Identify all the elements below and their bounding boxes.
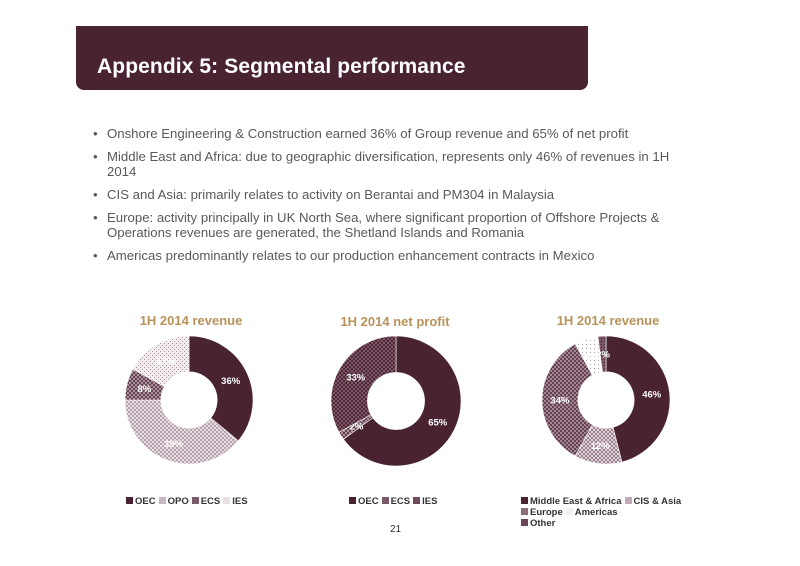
legend-swatch bbox=[565, 508, 573, 515]
legend-swatch bbox=[158, 497, 166, 504]
legend-item: Middle East & Africa bbox=[521, 496, 622, 507]
revenue-geography-donut: 46% 12% 34% 6%2% bbox=[541, 335, 671, 465]
donut-data-label: 2% bbox=[596, 350, 610, 361]
legend-item: ECS bbox=[381, 496, 411, 507]
legend-swatch bbox=[521, 519, 528, 526]
legend-label: OEC bbox=[135, 496, 156, 507]
legend-label: IES bbox=[232, 496, 248, 507]
bullet-item: • Onshore Engineering & Construction earn… bbox=[93, 126, 693, 141]
donut-data-label: 46% bbox=[642, 390, 662, 401]
donut-data-label: 39% bbox=[164, 439, 184, 450]
donut-data-label: 6% bbox=[585, 352, 599, 363]
legend-item: IES bbox=[223, 496, 248, 507]
bullet-dot: • bbox=[93, 149, 98, 164]
legend-item: IES bbox=[413, 496, 437, 507]
donut-data-label: 12% bbox=[591, 441, 611, 452]
bullet-text: Onshore Engineering & Construction earne… bbox=[107, 126, 629, 141]
donut-slice-middle-east-africa bbox=[605, 335, 671, 463]
legend-swatch bbox=[381, 497, 389, 504]
bullet-item: • Europe: activity principally in UK Nort… bbox=[93, 210, 693, 240]
legend-swatch bbox=[223, 497, 231, 504]
legend-label: Americas bbox=[574, 507, 618, 518]
donut-data-label: 65% bbox=[428, 418, 448, 429]
page-title: Appendix 5: Segmental performance bbox=[97, 55, 466, 78]
legend-swatch bbox=[624, 497, 632, 504]
bullet-text: Europe: activity principally in UK North… bbox=[107, 210, 660, 240]
chart-title-revenue-segments: 1H 2014 revenue bbox=[139, 313, 243, 328]
bullet-dot: • bbox=[93, 187, 98, 202]
bullet-text: CIS and Asia: primarily relates to activ… bbox=[107, 187, 555, 202]
legend-item: OEC bbox=[126, 496, 156, 507]
revenue-segments-donut: 36% 39% 8% 17% bbox=[124, 335, 254, 465]
legend-label: Europe bbox=[530, 507, 563, 518]
bullet-list: • Onshore Engineering & Construction earn… bbox=[93, 126, 693, 271]
donut-slice-oec bbox=[342, 335, 462, 467]
donut-slice-opo bbox=[124, 399, 239, 465]
chart-title-revenue-geography: 1H 2014 revenue bbox=[556, 313, 660, 328]
donut-data-label: 17% bbox=[156, 356, 176, 367]
donut-data-label: 8% bbox=[138, 384, 152, 395]
donut-slice-europe bbox=[541, 343, 593, 457]
bullet-text: Americas predominantly relates to our pr… bbox=[107, 248, 595, 263]
legend-swatch bbox=[191, 497, 199, 504]
donut-slice-ies bbox=[132, 335, 190, 387]
legend-item: OPO bbox=[158, 496, 189, 507]
bullet-dot: • bbox=[93, 210, 98, 225]
legend-label: CIS & Asia bbox=[633, 496, 682, 507]
legend-item: Other bbox=[521, 518, 555, 529]
donut-slice-other bbox=[597, 335, 607, 373]
bullet-dot: • bbox=[93, 248, 98, 263]
net-profit-donut: 65% 2% 33% bbox=[330, 335, 462, 467]
legend-swatch bbox=[521, 497, 528, 504]
donut-data-label: 36% bbox=[221, 376, 241, 387]
legend-item: Americas bbox=[565, 507, 618, 518]
donut-slice-oec bbox=[188, 335, 254, 442]
bullet-dot: • bbox=[93, 126, 98, 141]
bullet-item: • Americas predominantly relates to our p… bbox=[93, 248, 693, 263]
legend-label: ECS bbox=[200, 496, 221, 507]
legend-label: OPO bbox=[167, 496, 189, 507]
legend-swatch bbox=[126, 497, 133, 504]
net-profit-legend: OEC ECS IES bbox=[349, 496, 469, 507]
legend-label: IES bbox=[422, 496, 438, 507]
page-number: 21 bbox=[390, 524, 402, 535]
legend-item: Europe bbox=[521, 507, 563, 518]
legend-label: OEC bbox=[358, 496, 379, 507]
donut-data-label: 2% bbox=[350, 422, 364, 433]
legend-label: Other bbox=[530, 518, 556, 529]
chart-title-net-profit: 1H 2014 net profit bbox=[340, 314, 450, 329]
legend-swatch bbox=[349, 497, 356, 504]
donut-data-label: 33% bbox=[346, 373, 366, 384]
bullet-item: • CIS and Asia: primarily relates to acti… bbox=[93, 187, 693, 202]
title-bar: Appendix 5: Segmental performance bbox=[76, 26, 588, 90]
bullet-text: Middle East and Africa: due to geographi… bbox=[107, 149, 670, 179]
legend-item: CIS & Asia bbox=[624, 496, 682, 507]
bullet-item: • Middle East and Africa: due to geograph… bbox=[93, 149, 693, 179]
legend-label: Middle East & Africa bbox=[530, 496, 622, 507]
revenue-geography-legend: Middle East & Africa CIS & Asia Europe Amer… bbox=[521, 496, 701, 529]
revenue-segments-legend: OEC OPO ECS IES bbox=[126, 496, 266, 507]
donut-data-label: 34% bbox=[550, 396, 570, 407]
legend-item: OEC bbox=[349, 496, 379, 507]
donut-slice-ies bbox=[330, 335, 397, 433]
legend-swatch bbox=[521, 508, 528, 515]
legend-swatch bbox=[413, 497, 421, 504]
legend-label: ECS bbox=[390, 496, 411, 507]
legend-item: ECS bbox=[191, 496, 221, 507]
